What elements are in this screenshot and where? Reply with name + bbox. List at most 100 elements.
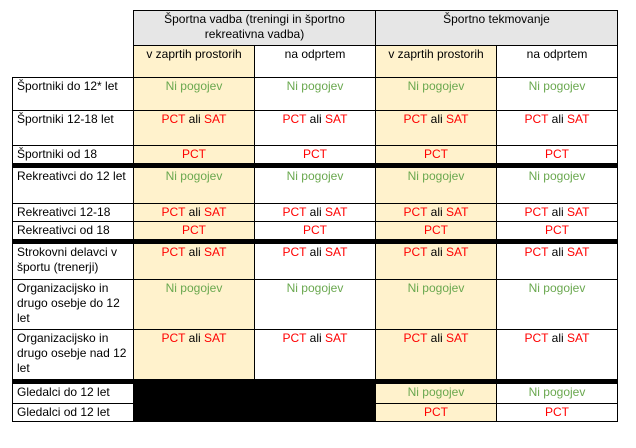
header-sport-training: Športna vadba (treningi in športno rekre… xyxy=(133,10,376,46)
pct-text: PCT xyxy=(282,205,307,219)
sat-text: SAT xyxy=(567,112,590,126)
cell-pct-or-sat: PCT ali SAT xyxy=(496,329,618,382)
pct-text: PCT xyxy=(524,205,549,219)
or-text: ali xyxy=(430,205,443,219)
sat-text: SAT xyxy=(446,245,469,260)
sat-text: SAT xyxy=(446,112,469,126)
sat-text: SAT xyxy=(567,245,590,260)
or-text: ali xyxy=(430,245,443,260)
cell-pct: PCT xyxy=(496,221,618,242)
cell-pct-or-sat: PCT ali SAT xyxy=(496,239,618,280)
corner-cell xyxy=(13,11,134,46)
cell-pct-or-sat: PCT ali SAT xyxy=(254,239,376,280)
cell-pct-or-sat: PCT ali SAT xyxy=(375,110,497,146)
pct-text: PCT xyxy=(161,205,186,219)
cell-no-conditions: Ni pogojev xyxy=(496,163,618,204)
cell-pct: PCT xyxy=(375,221,497,242)
cell-no-conditions: Ni pogojev xyxy=(375,379,497,404)
table-row: Športniki od 18 PCT PCT PCT PCT xyxy=(12,145,618,166)
table-row: Rekreativci do 12 let Ni pogojev Ni pogo… xyxy=(12,163,618,204)
table-row: Organizacijsko in drugo osebje nad 12 le… xyxy=(12,329,618,382)
header-outdoor-competition: na odprtem xyxy=(496,45,618,78)
sat-text: SAT xyxy=(204,112,227,126)
header-sport-competition: Športno tekmovanje xyxy=(375,10,618,46)
table-row: Športniki do 12* let Ni pogojev Ni pogoj… xyxy=(12,77,618,111)
sat-text: SAT xyxy=(567,205,590,219)
row-label: Gledalci od 12 let xyxy=(12,403,134,422)
blacked-out-cell xyxy=(133,379,376,404)
or-text: ali xyxy=(309,205,322,219)
table-row: Rekreativci 12-18 PCT ali SAT PCT ali SA… xyxy=(12,203,618,222)
requirements-table: Športna vadba (treningi in športno rekre… xyxy=(12,10,618,422)
cell-no-conditions: Ni pogojev xyxy=(496,77,618,111)
sat-text: SAT xyxy=(204,205,227,219)
pct-text: PCT xyxy=(524,331,549,345)
cell-no-conditions: Ni pogojev xyxy=(254,279,376,330)
or-text: ali xyxy=(430,331,443,345)
table-row: Strokovni delavci v športu (trenerji) PC… xyxy=(12,239,618,280)
cell-pct-or-sat: PCT ali SAT xyxy=(133,203,255,222)
pct-text: PCT xyxy=(403,245,428,260)
cell-pct-or-sat: PCT ali SAT xyxy=(254,329,376,382)
cell-pct: PCT xyxy=(254,145,376,166)
sat-text: SAT xyxy=(325,245,348,260)
sat-text: SAT xyxy=(325,205,348,219)
cell-pct: PCT xyxy=(133,145,255,166)
cell-pct-or-sat: PCT ali SAT xyxy=(133,239,255,280)
cell-no-conditions: Ni pogojev xyxy=(133,163,255,204)
cell-no-conditions: Ni pogojev xyxy=(375,77,497,111)
cell-no-conditions: Ni pogojev xyxy=(496,379,618,404)
pct-text: PCT xyxy=(282,245,307,260)
header-indoor-competition: v zaprtih prostorih xyxy=(375,45,497,78)
or-text: ali xyxy=(309,112,322,126)
pct-text: PCT xyxy=(161,245,186,260)
cell-no-conditions: Ni pogojev xyxy=(133,279,255,330)
row-label: Gledalci do 12 let xyxy=(12,379,134,404)
cell-pct: PCT xyxy=(496,145,618,166)
table-row: Gledalci do 12 let Ni pogojev Ni pogojev xyxy=(12,379,618,404)
cell-no-conditions: Ni pogojev xyxy=(496,279,618,330)
cell-pct: PCT xyxy=(375,145,497,166)
sat-text: SAT xyxy=(204,331,227,345)
pct-text: PCT xyxy=(282,331,307,345)
cell-no-conditions: Ni pogojev xyxy=(375,163,497,204)
cell-pct-or-sat: PCT ali SAT xyxy=(496,110,618,146)
row-label: Športniki od 18 xyxy=(12,145,134,166)
cell-pct-or-sat: PCT ali SAT xyxy=(254,203,376,222)
pct-text: PCT xyxy=(403,112,428,126)
cell-pct-or-sat: PCT ali SAT xyxy=(133,329,255,382)
cell-no-conditions: Ni pogojev xyxy=(375,279,497,330)
row-label: Rekreativci 12-18 xyxy=(12,203,134,222)
pct-text: PCT xyxy=(282,112,307,126)
row-label: Organizacijsko in drugo osebje nad 12 le… xyxy=(12,329,134,382)
or-text: ali xyxy=(551,205,564,219)
cell-pct-or-sat: PCT ali SAT xyxy=(133,110,255,146)
pct-text: PCT xyxy=(403,331,428,345)
cell-pct: PCT xyxy=(496,403,618,422)
sat-text: SAT xyxy=(567,331,590,345)
or-text: ali xyxy=(188,331,201,345)
or-text: ali xyxy=(309,331,322,345)
row-label: Športniki do 12* let xyxy=(12,77,134,111)
header-outdoor-training: na odprtem xyxy=(254,45,376,78)
blacked-out-cell xyxy=(133,403,376,422)
table-row: Gledalci od 12 let PCT PCT xyxy=(12,403,618,422)
table-row: Športniki 12-18 let PCT ali SAT PCT ali … xyxy=(12,110,618,146)
row-label: Strokovni delavci v športu (trenerji) xyxy=(12,239,134,280)
cell-pct-or-sat: PCT ali SAT xyxy=(375,239,497,280)
cell-pct: PCT xyxy=(133,221,255,242)
or-text: ali xyxy=(551,245,564,260)
cell-pct-or-sat: PCT ali SAT xyxy=(496,203,618,222)
sat-text: SAT xyxy=(446,205,469,219)
cell-pct: PCT xyxy=(375,403,497,422)
sat-text: SAT xyxy=(446,331,469,345)
pct-text: PCT xyxy=(524,245,549,260)
or-text: ali xyxy=(430,112,443,126)
cell-no-conditions: Ni pogojev xyxy=(133,77,255,111)
cell-pct-or-sat: PCT ali SAT xyxy=(375,203,497,222)
or-text: ali xyxy=(309,245,322,260)
cell-no-conditions: Ni pogojev xyxy=(254,163,376,204)
corner-cell xyxy=(13,46,134,78)
table-row: Rekreativci od 18 PCT PCT PCT PCT xyxy=(12,221,618,242)
table-row: Organizacijsko in drugo osebje do 12 let… xyxy=(12,279,618,330)
